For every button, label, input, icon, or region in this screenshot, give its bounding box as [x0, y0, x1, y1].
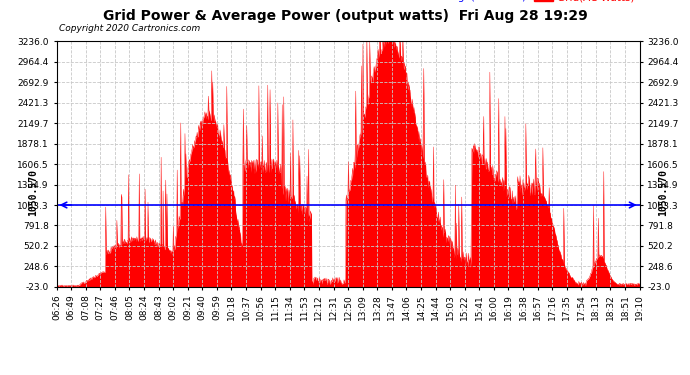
Text: Grid Power & Average Power (output watts)  Fri Aug 28 19:29: Grid Power & Average Power (output watts… [103, 9, 587, 23]
Legend: Average(AC Watts), Grid(AC Watts): Average(AC Watts), Grid(AC Watts) [404, 0, 634, 2]
Text: Copyright 2020 Cartronics.com: Copyright 2020 Cartronics.com [59, 24, 200, 33]
Text: 1050.570: 1050.570 [28, 169, 38, 216]
Text: 1050.570: 1050.570 [658, 169, 668, 216]
